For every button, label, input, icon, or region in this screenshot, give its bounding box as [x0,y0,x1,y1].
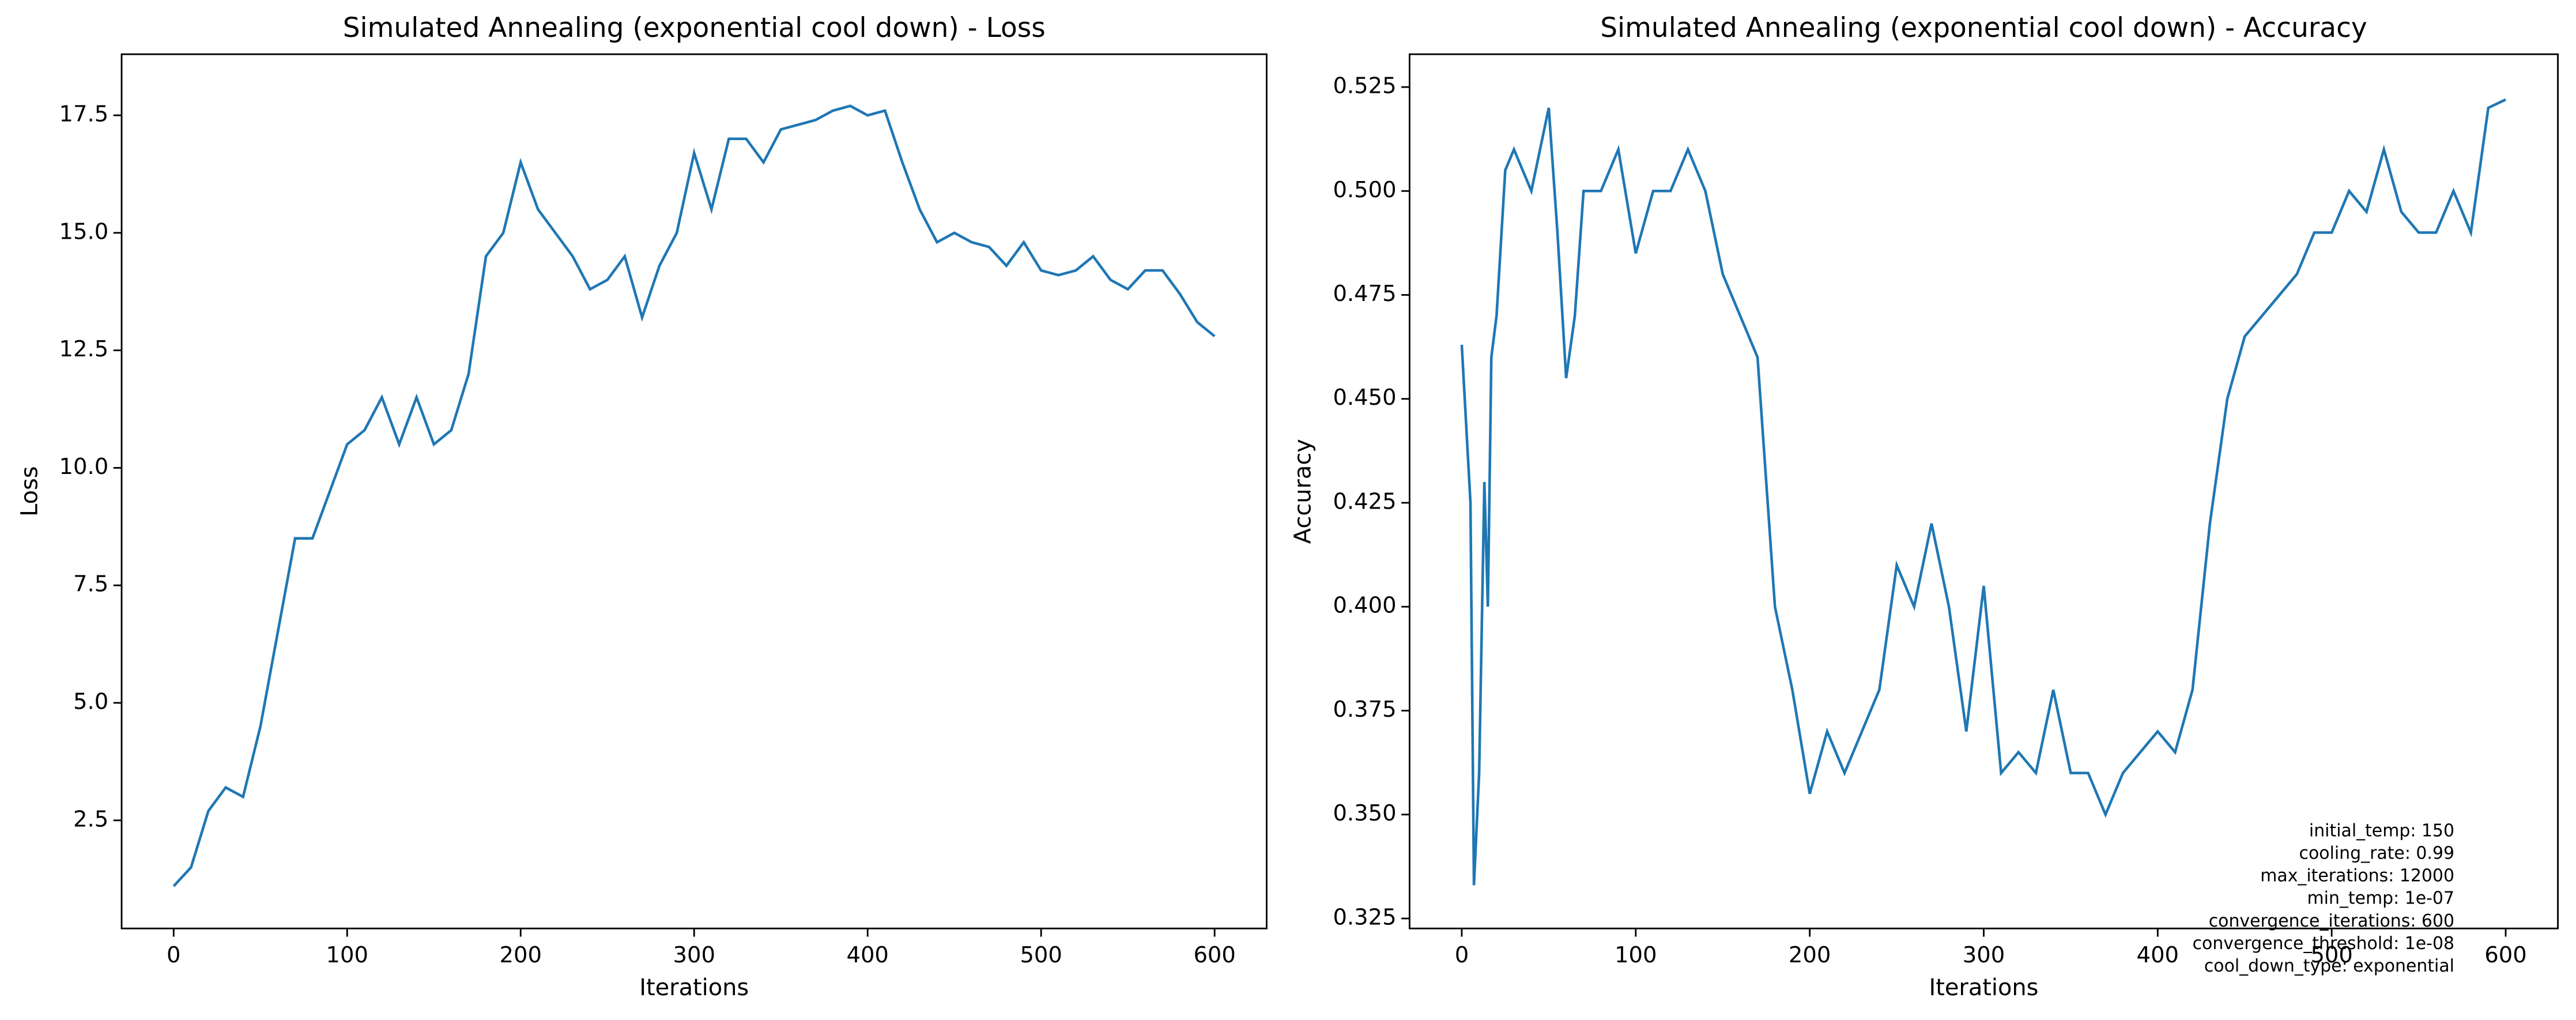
x-tick-label: 200 [1789,942,1831,968]
x-tick-label: 0 [1455,942,1469,968]
y-tick-label: 15.0 [59,219,109,244]
y-tick-label: 0.450 [1333,385,1396,411]
x-tick-label: 400 [846,942,888,968]
chart-title: Simulated Annealing (exponential cool do… [343,12,1046,44]
x-tick-label: 500 [1020,942,1062,968]
y-tick-label: 10.0 [59,454,109,480]
y-tick-label: 0.375 [1333,697,1396,722]
y-tick-label: 7.5 [73,571,108,597]
y-tick-label: 0.325 [1333,904,1396,930]
y-tick-label: 0.500 [1333,177,1396,203]
y-axis-label: Loss [17,466,43,517]
x-tick-label: 300 [1963,942,2005,968]
x-tick-label: 600 [2484,942,2526,968]
x-tick-label: 200 [500,942,542,968]
y-tick-label: 17.5 [59,101,109,127]
line [1460,98,2506,886]
plot-frame [1408,53,2559,929]
y-tick-label: 0.350 [1333,800,1396,826]
x-tick-label: 0 [167,942,180,968]
plot-frame [120,53,1268,929]
x-tick-label: 400 [2137,942,2179,968]
x-axis-label: Iterations [1929,974,2038,1001]
y-tick-label: 0.400 [1333,593,1396,619]
x-tick-label: 100 [1615,942,1657,968]
annotation: cool_down_type: exponential [2204,956,2454,976]
x-tick-label: 300 [673,942,715,968]
annotation: initial_temp: 150 [2309,821,2454,841]
annotation: min_temp: 1e-07 [2307,889,2454,909]
x-tick-label: 500 [2310,942,2352,968]
y-tick-label: 12.5 [59,336,109,362]
y-axis-label: Accuracy [1290,439,1317,544]
annotation: cooling_rate: 0.99 [2299,844,2454,864]
x-tick-label: 600 [1193,942,1235,968]
y-tick-label: 0.475 [1333,281,1396,307]
y-tick-label: 0.525 [1333,73,1396,99]
chart-title: Simulated Annealing (exponential cool do… [1600,12,2367,44]
line [172,104,1216,887]
x-axis-label: Iterations [639,974,749,1001]
annotation: convergence_iterations: 600 [2209,911,2454,931]
annotation: convergence_threshold: 1e-08 [2193,934,2454,954]
y-tick-label: 5.0 [73,688,108,714]
y-tick-label: 0.425 [1333,488,1396,514]
y-tick-label: 2.5 [73,806,108,832]
x-tick-label: 100 [326,942,368,968]
annotation: max_iterations: 12000 [2260,866,2454,886]
